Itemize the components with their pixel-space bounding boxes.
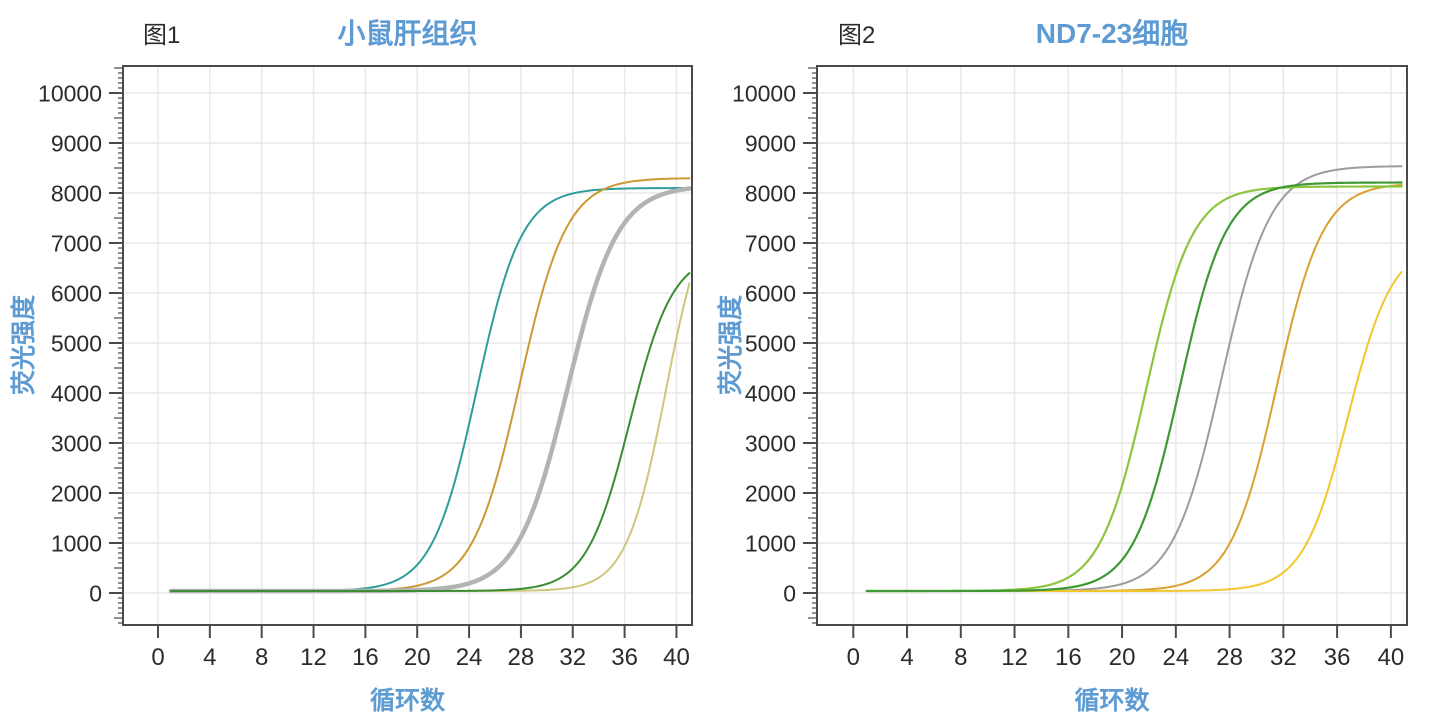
y-minor-ticks — [808, 67, 817, 624]
y-tick-label: 2000 — [51, 480, 102, 506]
curve-gray — [865, 165, 1403, 592]
y-tick-label: 5000 — [51, 330, 102, 356]
y-tick-label: 0 — [783, 580, 796, 606]
plot-border — [122, 65, 693, 626]
y-axis-ticks: 0 1000 2000 3000 4000 5000 6000 7000 8000 9000 100… — [732, 80, 817, 606]
x-tick-label: 0 — [151, 644, 164, 671]
figure-1-mouse-liver: 图1 小鼠肝组织 0 1000 2000 3000 4000 5000 6000 7000 80… — [10, 18, 693, 715]
y-tick-label: 6000 — [745, 280, 796, 306]
y-tick-label: 10000 — [732, 80, 796, 106]
y-axis-ticks: 0 1000 2000 3000 4000 5000 6000 7000 8000 9000 100… — [38, 80, 123, 606]
x-tick-label: 40 — [663, 644, 690, 671]
curve-dark-green — [865, 181, 1403, 593]
figure-2-y-axis-label: 荧光强度 — [717, 294, 745, 396]
x-tick-label: 24 — [456, 644, 483, 671]
y-tick-label: 3000 — [51, 430, 102, 456]
y-tick-label: 1000 — [745, 530, 796, 556]
x-tick-label: 4 — [900, 644, 913, 671]
x-tick-label: 24 — [1162, 644, 1189, 671]
y-minor-ticks — [114, 67, 123, 624]
figure-1-label: 图1 — [143, 22, 181, 49]
y-tick-label: 8000 — [745, 180, 796, 206]
y-tick-label: 6000 — [51, 280, 102, 306]
y-tick-label: 4000 — [745, 380, 796, 406]
x-tick-label: 8 — [954, 644, 967, 671]
x-tick-label: 32 — [1270, 644, 1297, 671]
y-tick-label: 7000 — [745, 230, 796, 256]
figure-2-x-axis-label: 循环数 — [1074, 687, 1150, 715]
x-axis-ticks: 0 4 8 12 16 20 24 28 32 36 40 — [847, 625, 1405, 671]
x-tick-label: 16 — [1055, 644, 1082, 671]
figure-2-plot-canvas: 0 1000 2000 3000 4000 5000 6000 7000 8000 9000 100… — [732, 65, 1408, 671]
y-tick-label: 8000 — [51, 180, 102, 206]
y-tick-label: 1000 — [51, 530, 102, 556]
y-tick-label: 0 — [89, 580, 102, 606]
x-tick-label: 12 — [300, 644, 327, 671]
figure-2-nd7-23-cells: 图2 ND7-23细胞 0 1000 2000 3000 4000 5000 6000 700… — [716, 0, 1431, 720]
x-tick-label: 28 — [1216, 644, 1243, 671]
x-tick-label: 12 — [1001, 644, 1028, 671]
y-tick-label: 7000 — [51, 230, 102, 256]
y-tick-label: 9000 — [51, 130, 102, 156]
figure-1-y-axis-label: 荧光强度 — [10, 294, 38, 396]
figure-1-x-axis-label: 循环数 — [369, 687, 445, 715]
x-tick-label: 28 — [508, 644, 535, 671]
x-tick-label: 16 — [352, 644, 379, 671]
y-tick-label: 4000 — [51, 380, 102, 406]
curve-light-green — [865, 185, 1403, 593]
figure-2-label: 图2 — [838, 22, 876, 49]
curve-green — [169, 272, 691, 592]
x-tick-label: 8 — [255, 644, 268, 671]
x-tick-label: 20 — [404, 644, 431, 671]
y-tick-label: 3000 — [745, 430, 796, 456]
x-tick-label: 20 — [1109, 644, 1136, 671]
gridlines — [817, 66, 1407, 625]
y-tick-label: 10000 — [38, 80, 102, 106]
figure-1-plot-canvas: 0 1000 2000 3000 4000 5000 6000 7000 8000 9000 100… — [38, 65, 693, 671]
x-axis-ticks: 0 4 8 12 16 20 24 28 32 36 40 — [151, 625, 690, 671]
amplification-curves — [168, 177, 692, 594]
gridlines — [123, 66, 692, 625]
y-tick-label: 5000 — [745, 330, 796, 356]
x-tick-label: 4 — [203, 644, 216, 671]
x-tick-label: 40 — [1378, 644, 1405, 671]
curve-gray-thick — [168, 186, 692, 594]
x-tick-label: 36 — [611, 644, 638, 671]
y-tick-label: 9000 — [745, 130, 796, 156]
y-tick-label: 2000 — [745, 480, 796, 506]
x-tick-label: 36 — [1324, 644, 1351, 671]
figure-1-title: 小鼠肝组织 — [337, 18, 478, 49]
x-tick-label: 0 — [847, 644, 860, 671]
amplification-curves — [865, 165, 1403, 593]
plot-border — [816, 65, 1408, 626]
x-tick-label: 32 — [559, 644, 586, 671]
figure-2-title: ND7-23细胞 — [1035, 18, 1189, 49]
curve-amber — [865, 183, 1403, 592]
